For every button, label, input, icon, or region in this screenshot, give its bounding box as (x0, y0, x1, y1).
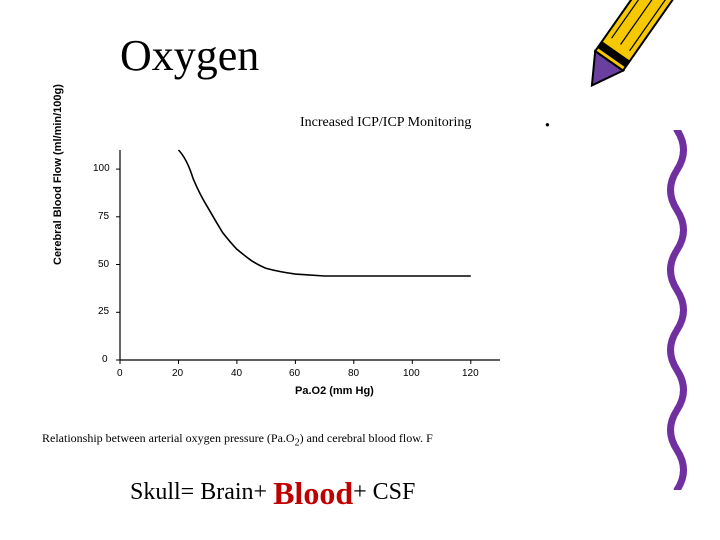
xtick-120: 120 (462, 368, 479, 379)
xtick-60: 60 (289, 368, 300, 379)
xtick-40: 40 (231, 368, 242, 379)
eq-part2: + CSF (353, 479, 415, 505)
xtick-80: 80 (348, 368, 359, 379)
chart-line (179, 150, 471, 276)
eq-part1: Skull= Brain+ (130, 479, 273, 505)
equation-text: Skull= Brain+ Blood+ CSF (130, 475, 415, 512)
slide: Oxygen Increased ICP/ICP Monitoring ● (0, 0, 720, 540)
page-title: Oxygen (120, 30, 259, 81)
caption-suffix: ) and cerebral blood flow. F (300, 431, 433, 445)
ytick-25: 25 (98, 306, 109, 317)
chart: 0 25 50 75 100 0 20 40 60 80 100 120 Cer… (60, 140, 520, 400)
squiggle-decoration (662, 130, 692, 490)
chart-caption: Relationship between arterial oxygen pre… (42, 431, 433, 448)
ytick-0: 0 (102, 354, 108, 365)
x-axis-label: Pa.O2 (mm Hg) (295, 385, 374, 397)
crayon-icon (555, 0, 705, 120)
y-axis-label: Cerebral Blood Flow (ml/min/100g) (52, 84, 64, 265)
xtick-100: 100 (403, 368, 420, 379)
x-ticks (120, 360, 471, 364)
chart-header-text: Increased ICP/ICP Monitoring (300, 115, 471, 131)
ytick-100: 100 (93, 163, 110, 174)
eq-blood: Blood (273, 475, 353, 511)
ytick-75: 75 (98, 211, 109, 222)
caption-prefix: Relationship between arterial oxygen pre… (42, 431, 295, 445)
bullet-dot: ● (545, 120, 550, 129)
ytick-50: 50 (98, 259, 109, 270)
xtick-0: 0 (117, 368, 123, 379)
chart-svg (60, 140, 520, 400)
xtick-20: 20 (172, 368, 183, 379)
